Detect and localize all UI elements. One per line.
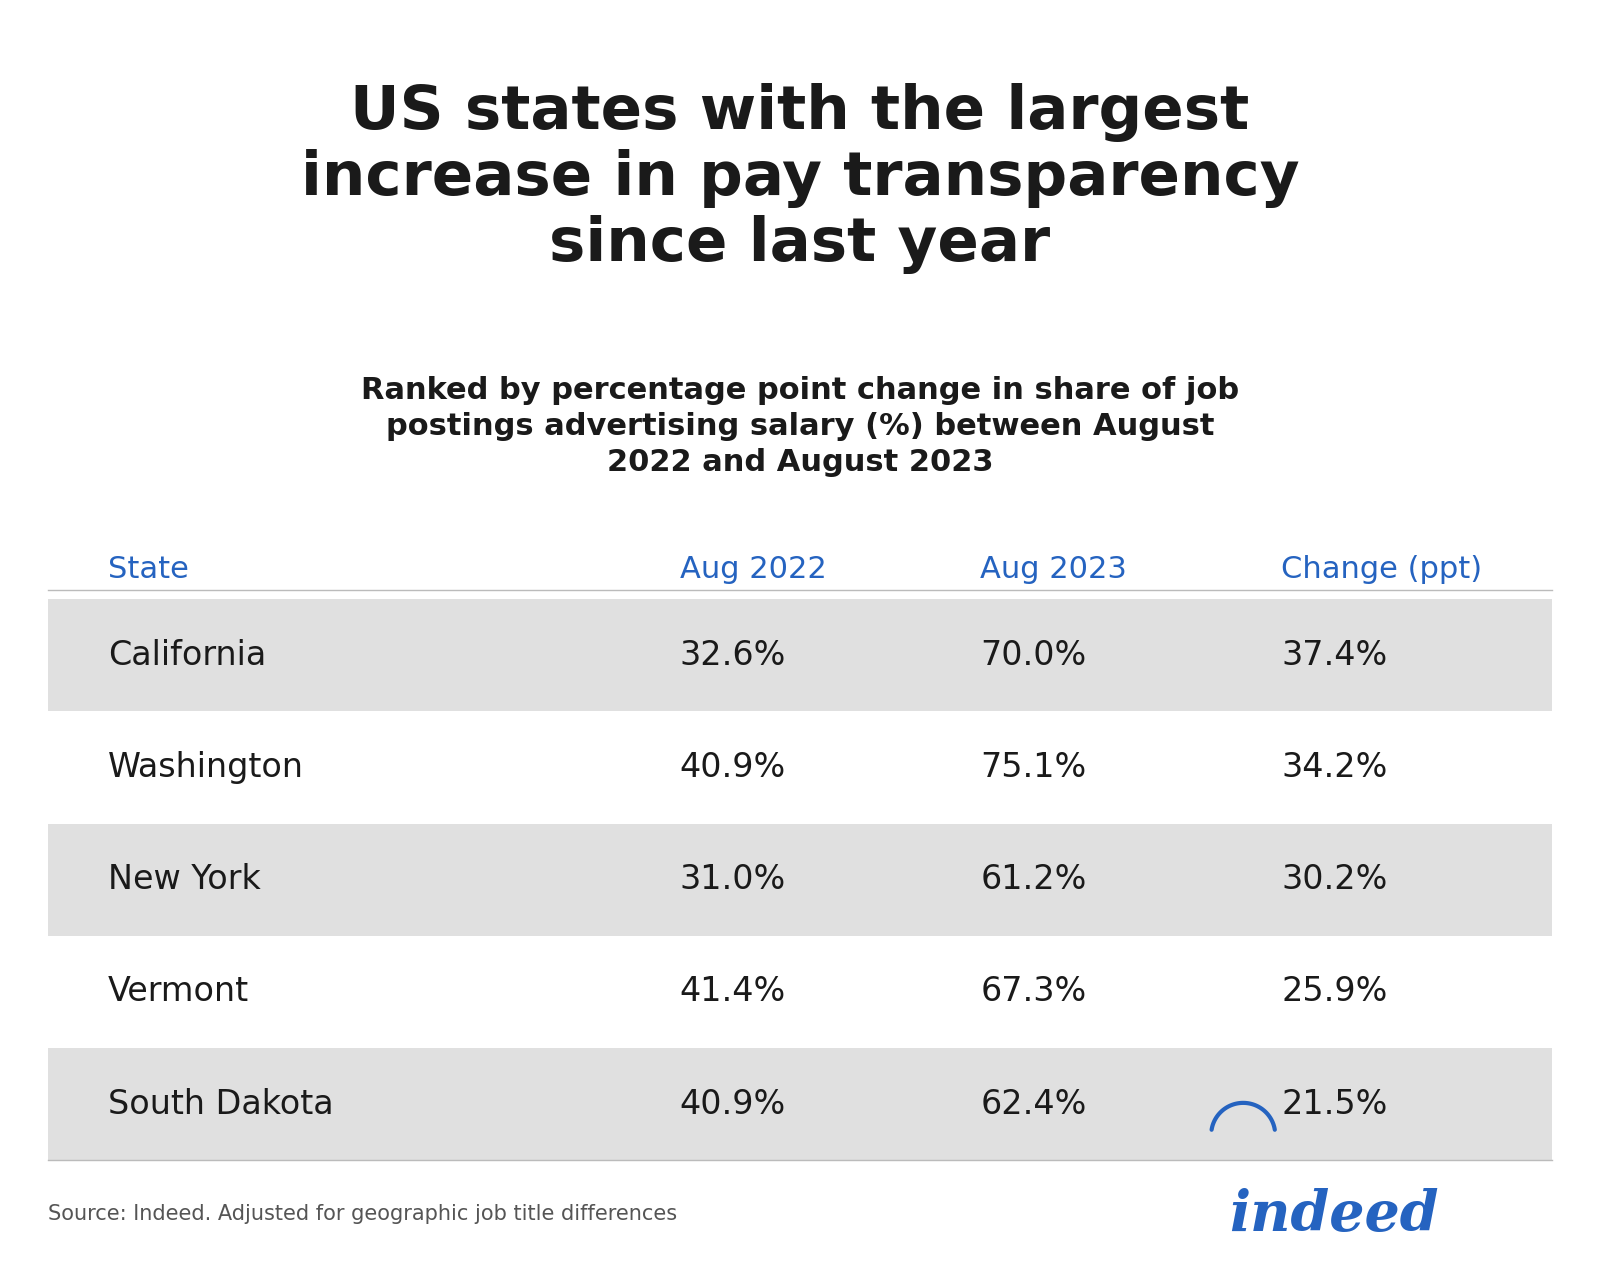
FancyBboxPatch shape <box>48 599 1552 711</box>
Text: South Dakota: South Dakota <box>109 1088 334 1121</box>
Text: 62.4%: 62.4% <box>981 1088 1086 1121</box>
FancyBboxPatch shape <box>48 824 1552 936</box>
Text: Washington: Washington <box>109 751 304 784</box>
Text: 75.1%: 75.1% <box>981 751 1086 784</box>
Text: 37.4%: 37.4% <box>1282 639 1387 672</box>
Text: indeed: indeed <box>1229 1188 1438 1243</box>
FancyBboxPatch shape <box>48 936 1552 1048</box>
Text: Ranked by percentage point change in share of job
postings advertising salary (%: Ranked by percentage point change in sha… <box>362 376 1238 477</box>
Text: 31.0%: 31.0% <box>680 863 786 896</box>
Text: 32.6%: 32.6% <box>680 639 786 672</box>
Text: US states with the largest
increase in pay transparency
since last year: US states with the largest increase in p… <box>301 83 1299 274</box>
Text: California: California <box>109 639 267 672</box>
Text: Vermont: Vermont <box>109 975 250 1009</box>
Text: 41.4%: 41.4% <box>680 975 786 1009</box>
Text: 40.9%: 40.9% <box>680 1088 786 1121</box>
Text: New York: New York <box>109 863 261 896</box>
Text: Aug 2023: Aug 2023 <box>981 555 1128 584</box>
Text: 70.0%: 70.0% <box>981 639 1086 672</box>
Text: Change (ppt): Change (ppt) <box>1282 555 1483 584</box>
Text: 21.5%: 21.5% <box>1282 1088 1387 1121</box>
Text: 34.2%: 34.2% <box>1282 751 1387 784</box>
FancyBboxPatch shape <box>48 1048 1552 1160</box>
Text: Aug 2022: Aug 2022 <box>680 555 827 584</box>
Text: Source: Indeed. Adjusted for geographic job title differences: Source: Indeed. Adjusted for geographic … <box>48 1204 677 1224</box>
Text: 25.9%: 25.9% <box>1282 975 1387 1009</box>
Text: 30.2%: 30.2% <box>1282 863 1387 896</box>
Text: State: State <box>109 555 189 584</box>
FancyBboxPatch shape <box>48 711 1552 824</box>
Text: 40.9%: 40.9% <box>680 751 786 784</box>
Text: 61.2%: 61.2% <box>981 863 1086 896</box>
Text: 67.3%: 67.3% <box>981 975 1086 1009</box>
